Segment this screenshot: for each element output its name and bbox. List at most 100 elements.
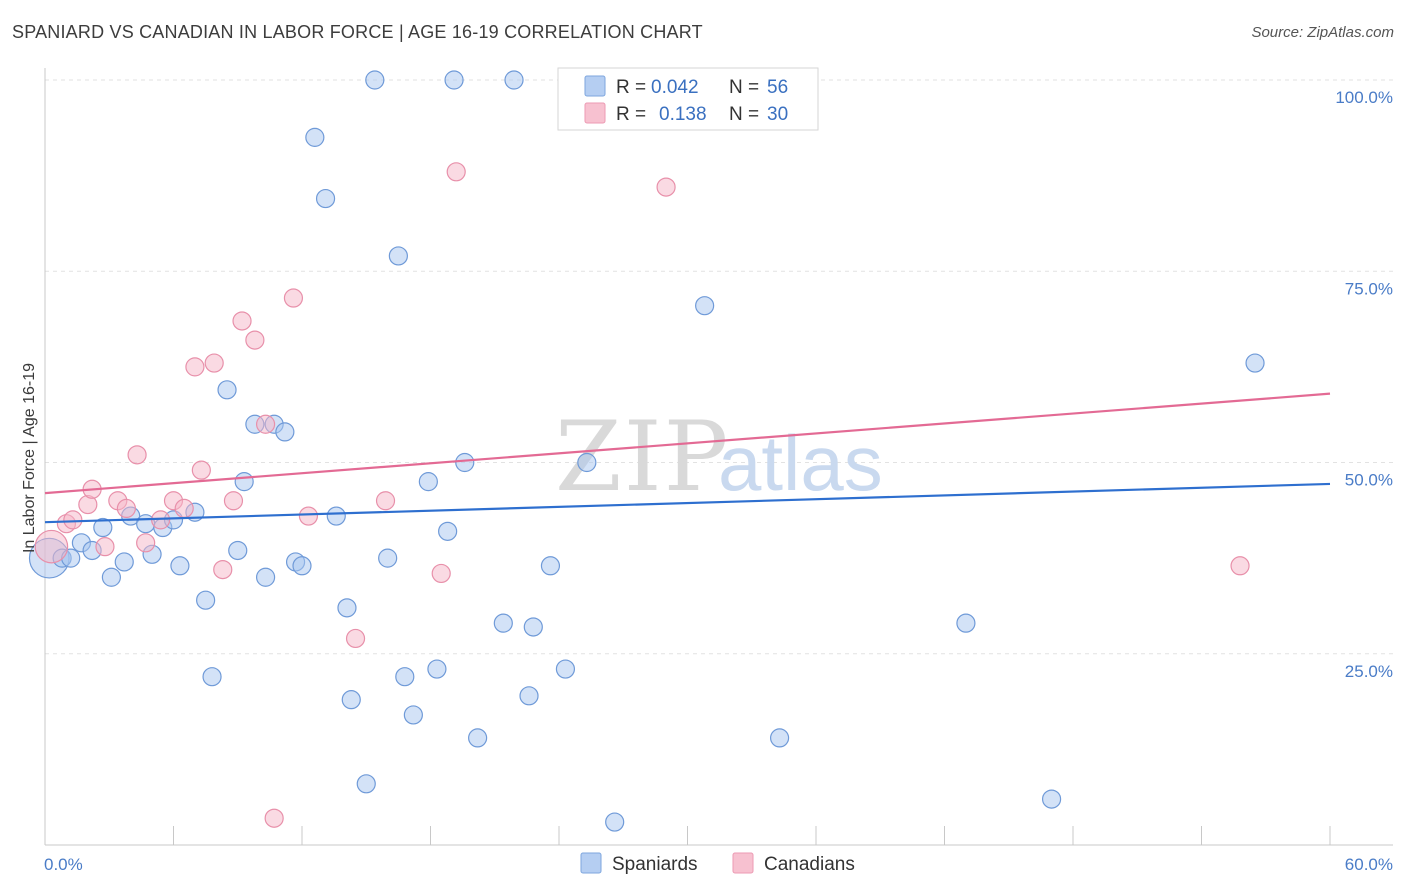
point-spaniards [540,556,561,576]
point-spaniards [337,598,357,618]
point-canadians [232,311,252,331]
point-spaniards [605,812,625,832]
point-canadians [255,414,276,434]
point-spaniards [326,506,346,526]
point-canadians [213,559,233,580]
point-canadians [298,506,319,526]
point-canadians [63,510,83,530]
watermark: ZIP atlas [555,401,883,513]
point-canadians [136,533,156,553]
legend-n-value: 56 [767,77,788,98]
point-spaniards [468,728,488,748]
point-canadians [1230,556,1250,576]
point-spaniards [305,127,325,147]
point-spaniards [196,590,216,610]
point-spaniards [93,517,113,538]
point-canadians [174,498,194,518]
point-spaniards [504,70,524,90]
point-canadians [656,177,676,197]
point-canadians [283,288,304,308]
x-tick-min: 0.0% [44,855,83,874]
point-spaniards [519,686,539,706]
trend-line-canadians [44,392,1331,495]
point-spaniards [769,728,790,748]
legend-r-label: R = [616,77,646,98]
legend-r-value: 0.042 [651,77,699,98]
chart-title: SPANIARD VS CANADIAN IN LABOR FORCE | AG… [12,22,703,42]
point-spaniards [234,472,254,492]
point-canadians [345,628,366,649]
point-canadians [191,460,211,480]
point-canadians [245,330,265,350]
point-canadians [223,491,244,511]
point-canadians [127,445,147,465]
legend-swatch-canadians [732,852,754,874]
legend-r-value: 0.138 [659,104,707,125]
point-spaniards [555,659,576,679]
legend-r-label: R = [616,104,646,125]
point-canadians [204,353,224,373]
point-canadians [185,357,205,377]
legend-swatch-spaniards [580,852,602,874]
point-spaniards [427,659,447,679]
legend-n-label: N = [729,104,759,125]
point-spaniards [217,380,237,400]
point-spaniards [378,548,398,568]
legend-label-spaniards: Spaniards [612,854,698,875]
legend-swatch-canadians [584,102,606,124]
y-tick-label: 50.0% [1345,471,1393,490]
data-points [28,70,1265,832]
point-spaniards [114,552,134,572]
watermark-atlas: atlas [718,419,883,507]
legend-n-label: N = [729,77,759,98]
axes [44,68,1393,846]
point-canadians [375,491,396,511]
y-tick-label: 100.0% [1335,88,1393,107]
legend-top: R = 0.042 N = 56 R = 0.138 N = 30 [557,67,819,131]
point-spaniards [523,617,543,637]
y-tick-label: 25.0% [1345,662,1393,681]
legend-n-value: 30 [767,104,788,125]
point-spaniards [228,540,248,561]
point-canadians [95,537,115,557]
point-spaniards [444,70,464,90]
point-spaniards [275,422,295,442]
x-tick-max: 60.0% [1345,855,1393,874]
point-spaniards [315,188,336,209]
point-spaniards [202,667,222,687]
point-canadians [34,529,69,564]
point-spaniards [455,452,475,473]
point-spaniards [1245,353,1265,373]
legend-swatch-spaniards [584,75,606,97]
point-spaniards [403,705,423,725]
point-spaniards [695,296,715,316]
point-canadians [264,808,284,828]
point-canadians [116,498,136,518]
point-canadians [446,162,466,182]
point-spaniards [292,556,312,576]
grid-lines [45,79,1393,655]
trend-line-spaniards [44,482,1331,524]
point-spaniards [341,690,361,710]
point-spaniards [395,667,415,687]
source-credit: Source: ZipAtlas.com [1251,24,1394,41]
point-spaniards [255,567,276,587]
point-spaniards [365,70,385,90]
point-spaniards [956,613,976,633]
point-spaniards [170,556,190,576]
point-spaniards [101,567,121,587]
point-spaniards [1041,789,1062,809]
point-spaniards [388,246,408,266]
y-axis-label: In Labor Force | Age 16-19 [21,363,38,553]
legend-bottom: Spaniards Canadians [580,852,855,875]
legend-label-canadians: Canadians [764,854,855,875]
point-spaniards [418,472,438,492]
x-tick-labels: 0.0% 60.0% [44,855,1393,874]
point-spaniards [577,452,597,473]
trend-lines [44,392,1331,524]
y-tick-label: 75.0% [1345,279,1393,298]
y-tick-labels: 100.0% 75.0% 50.0% 25.0% [1335,88,1393,681]
point-spaniards [356,774,376,794]
point-canadians [431,563,451,584]
